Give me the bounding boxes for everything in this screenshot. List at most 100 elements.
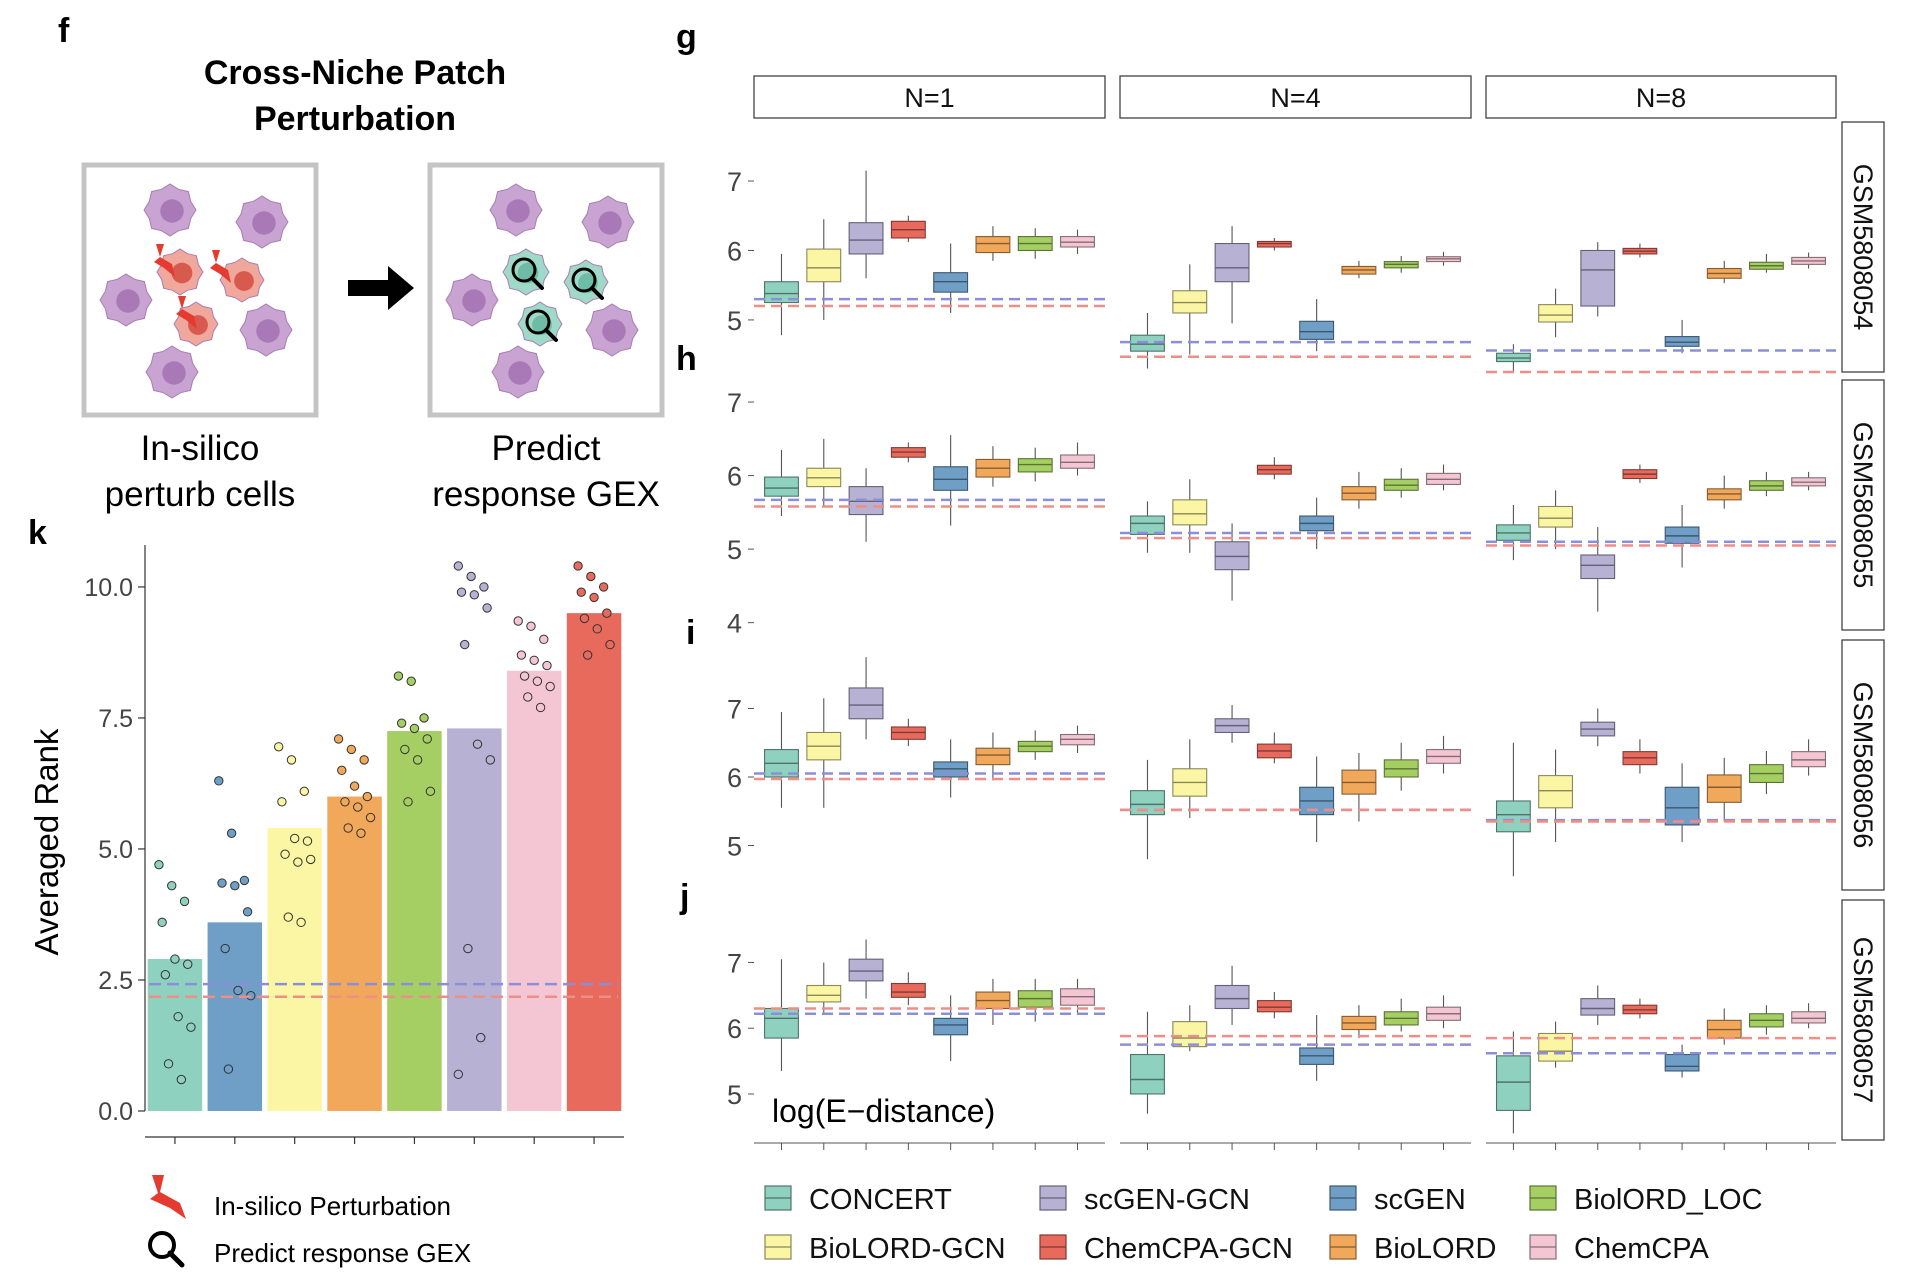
k-point bbox=[523, 692, 533, 702]
k-point bbox=[393, 671, 404, 681]
k-point bbox=[233, 985, 243, 996]
k-point bbox=[469, 590, 480, 600]
magnifier-icon bbox=[571, 267, 597, 293]
k-point bbox=[463, 943, 473, 954]
row-strip-label: GSM5808055 bbox=[1848, 422, 1878, 589]
box-CONCERT bbox=[764, 476, 799, 497]
k-point bbox=[542, 660, 552, 671]
k-point bbox=[293, 857, 303, 867]
purple-cell bbox=[145, 345, 199, 399]
panel-f-title-line1: Cross-Niche Patch bbox=[204, 54, 506, 92]
row-strip-label: GSM5808054 bbox=[1848, 164, 1878, 331]
box-ChemCPA-GCN bbox=[890, 982, 926, 998]
predict-legend-label: Predict response GEX bbox=[214, 1238, 471, 1268]
box-CONCERT bbox=[1495, 800, 1531, 833]
k-point bbox=[602, 608, 612, 618]
k-point bbox=[513, 616, 523, 626]
row-strip-label: GSM5808056 bbox=[1848, 682, 1878, 849]
box-BioLORD-GCN bbox=[1538, 304, 1573, 323]
y-tick-label: 6 bbox=[727, 1014, 742, 1044]
box-CONCERT bbox=[764, 281, 799, 304]
nucleus bbox=[252, 211, 276, 235]
y-tick-label: 5 bbox=[727, 1080, 742, 1110]
k-point bbox=[406, 676, 416, 686]
box-scGEN-GCN bbox=[1214, 984, 1250, 1010]
k-point bbox=[277, 797, 287, 807]
box-scGEN-GCN bbox=[1580, 998, 1616, 1016]
k-y-axis-label: Averaged Rank bbox=[28, 728, 65, 955]
k-point bbox=[239, 875, 250, 886]
k-point bbox=[598, 582, 609, 592]
k-point bbox=[280, 849, 290, 859]
left-caption-line1: In-silico bbox=[141, 429, 260, 468]
y-axis-annotation: log(E−distance) bbox=[772, 1093, 995, 1129]
k-bar-scGEN bbox=[207, 922, 263, 1111]
box-BioLORD-GCN bbox=[1172, 1021, 1208, 1048]
legend-label-scGEN: scGEN bbox=[1374, 1184, 1466, 1216]
purple-cell bbox=[99, 273, 153, 327]
magnifier-icon bbox=[525, 309, 551, 335]
k-point bbox=[400, 744, 410, 755]
box-scGEN-GCN bbox=[848, 687, 884, 720]
k-point bbox=[516, 650, 527, 660]
row-strip-box bbox=[1841, 379, 1885, 631]
k-point bbox=[167, 880, 177, 891]
k-point bbox=[176, 1074, 187, 1085]
k-point bbox=[482, 603, 492, 613]
nucleus bbox=[598, 211, 622, 235]
k-point bbox=[170, 954, 180, 964]
legend-label-BioLORD-GCN: BioLORD-GCN bbox=[809, 1233, 1006, 1265]
purple-cell bbox=[585, 303, 639, 357]
lightning-bolt-icon bbox=[176, 296, 197, 329]
k-point bbox=[476, 1032, 486, 1043]
purple-cell bbox=[581, 195, 635, 249]
left-cells-illustration bbox=[99, 183, 293, 399]
k-point bbox=[456, 587, 467, 597]
lightning-bolt-icon bbox=[154, 244, 175, 277]
y-tick-label: 7 bbox=[727, 694, 742, 724]
row-strip-box bbox=[1841, 121, 1885, 373]
nucleus bbox=[462, 289, 486, 313]
k-y-tick-label: 2.5 bbox=[98, 967, 133, 995]
facet-header-label: N=1 bbox=[904, 83, 954, 113]
facet-header-box bbox=[1485, 75, 1837, 119]
k-point bbox=[173, 1011, 183, 1022]
box-plot-grid: N=1 N=4 N=8 GSM5808054 5 6 7 GSM5808055 4 5 6 7 GSM5… bbox=[727, 75, 1885, 1150]
box-scGEN-GCN bbox=[848, 222, 884, 255]
box-BioLORD bbox=[975, 236, 1011, 254]
k-point bbox=[226, 828, 237, 838]
nucleus bbox=[506, 199, 530, 223]
k-point bbox=[396, 718, 407, 728]
legend-label-ChemCPA: ChemCPA bbox=[1574, 1233, 1709, 1265]
box-scGEN-GCN bbox=[848, 958, 884, 982]
lightning-bolt-icon bbox=[210, 250, 231, 283]
k-point bbox=[305, 854, 316, 865]
magnifier-icon bbox=[511, 257, 537, 283]
box-scGEN-GCN bbox=[1580, 554, 1616, 580]
k-point bbox=[472, 739, 483, 749]
box-BiolORD_LOC bbox=[1017, 458, 1053, 473]
row-strip-box bbox=[1841, 899, 1885, 1141]
k-point bbox=[337, 765, 347, 776]
box-panel bbox=[1486, 242, 1836, 374]
y-tick-label: 5 bbox=[727, 306, 742, 336]
k-point bbox=[409, 723, 420, 734]
k-point bbox=[346, 744, 357, 755]
legend-label-BiolORD_LOC: BiolORD_LOC bbox=[1574, 1184, 1763, 1216]
panel-f-title-line2: Perturbation bbox=[254, 100, 456, 138]
y-tick-label: 6 bbox=[727, 236, 742, 266]
box-CONCERT bbox=[1130, 1053, 1165, 1095]
nucleus bbox=[256, 319, 280, 343]
k-point bbox=[286, 755, 297, 765]
box-panel bbox=[754, 657, 1105, 808]
k-point bbox=[485, 755, 496, 765]
panel-letter-g: g bbox=[676, 18, 697, 56]
arrow-right-icon bbox=[348, 266, 414, 310]
purple-cell bbox=[491, 345, 545, 399]
box-BioLORD bbox=[975, 747, 1011, 766]
nucleus bbox=[234, 271, 254, 291]
box-panel bbox=[1486, 464, 1836, 612]
k-point bbox=[365, 812, 376, 823]
facet-header-label: N=4 bbox=[1270, 83, 1320, 113]
k-point bbox=[343, 823, 353, 833]
